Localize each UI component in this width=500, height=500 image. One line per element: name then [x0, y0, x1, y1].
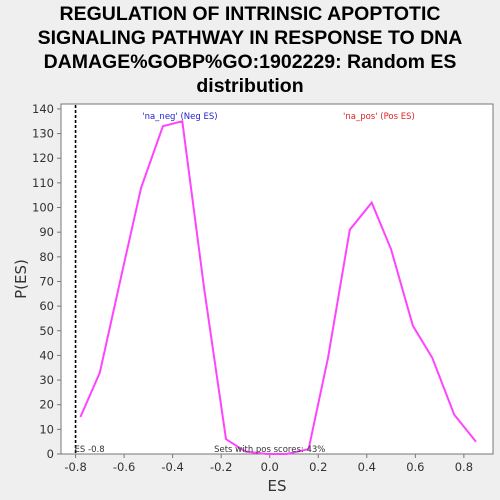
series-line — [79, 120, 477, 455]
y-tick-label: 90 — [39, 225, 54, 239]
x-tick-label: 0.8 — [455, 460, 473, 474]
y-tick-label: 120 — [32, 151, 54, 165]
y-tick-label: 110 — [32, 176, 54, 190]
y-tick-label: 130 — [32, 127, 54, 141]
x-tick-label: -0.4 — [161, 460, 183, 474]
x-tick-label: 0.0 — [261, 460, 279, 474]
y-tick-label: 100 — [32, 201, 54, 215]
x-tick-label: 0.6 — [406, 460, 424, 474]
chart-title: REGULATION OF INTRINSIC APOPTOTIC SIGNAL… — [37, 3, 463, 97]
x-tick-label: -0.6 — [113, 460, 135, 474]
y-axis-label: P(ES) — [12, 259, 30, 299]
x-axis-label: ES — [268, 477, 287, 495]
plot-area — [60, 103, 494, 455]
x-tick-label: -0.2 — [210, 460, 232, 474]
sets-pos-scores-label: Sets with pos scores: 43% — [214, 445, 325, 455]
x-ticks: -0.8 -0.6 -0.4 -0.2 0.0 0.2 0.4 0.6 0.8 — [64, 454, 473, 474]
y-tick-label: 0 — [47, 447, 54, 461]
y-tick-label: 20 — [39, 398, 54, 412]
y-tick-label: 60 — [39, 299, 54, 313]
y-tick-label: 40 — [39, 348, 54, 362]
x-tick-label: 0.2 — [309, 460, 327, 474]
x-tick-label: 0.4 — [358, 460, 376, 474]
y-tick-label: 80 — [39, 250, 54, 264]
y-ticks: 0 10 20 30 40 50 60 70 80 90 100 110 120 130 140 — [32, 102, 61, 461]
pos-es-label: 'na_pos' (Pos ES) — [343, 112, 415, 122]
y-tick-label: 70 — [39, 274, 54, 288]
y-tick-label: 140 — [32, 102, 54, 116]
y-tick-label: 10 — [39, 422, 54, 436]
x-tick-label: -0.8 — [64, 460, 86, 474]
y-tick-label: 50 — [39, 324, 54, 338]
es-value-label: ES -0.8 — [75, 445, 105, 455]
y-tick-label: 30 — [39, 373, 54, 387]
neg-es-label: 'na_neg' (Neg ES) — [142, 112, 217, 122]
